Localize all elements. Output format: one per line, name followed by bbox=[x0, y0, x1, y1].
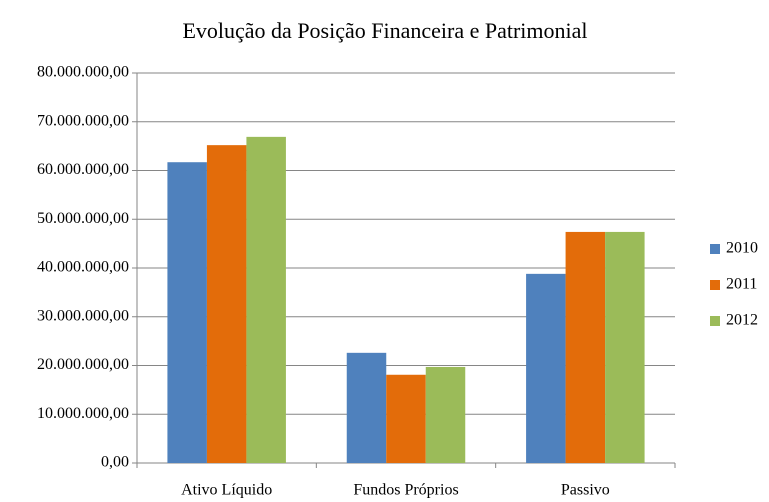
x-tick-label: Passivo bbox=[561, 482, 610, 499]
x-tick-label: Fundos Próprios bbox=[353, 482, 458, 499]
legend-label: 2011 bbox=[726, 276, 757, 293]
y-tick-label: 10.000.000,00 bbox=[37, 405, 129, 422]
y-tick-label: 60.000.000,00 bbox=[37, 161, 129, 178]
y-tick-label: 80.000.000,00 bbox=[37, 64, 129, 81]
y-tick-label: 0,00 bbox=[101, 454, 129, 471]
x-tick-label: Ativo Líquido bbox=[181, 482, 272, 499]
bar bbox=[565, 231, 606, 463]
bar bbox=[206, 145, 247, 463]
y-tick-label: 40.000.000,00 bbox=[37, 259, 129, 276]
y-tick-label: 50.000.000,00 bbox=[37, 210, 129, 227]
legend-swatch bbox=[710, 280, 720, 290]
bar bbox=[246, 136, 286, 464]
y-tick-label: 30.000.000,00 bbox=[37, 307, 129, 324]
y-tick-label: 20.000.000,00 bbox=[37, 356, 129, 373]
chart-title: Evolução da Posição Financeira e Patrimo… bbox=[182, 18, 587, 43]
legend-swatch bbox=[710, 244, 720, 254]
bar bbox=[386, 374, 426, 463]
legend-swatch bbox=[710, 316, 720, 326]
bar bbox=[167, 162, 207, 463]
legend-label: 2010 bbox=[726, 240, 758, 257]
y-tick-label: 70.000.000,00 bbox=[37, 112, 129, 129]
legend-label: 2012 bbox=[726, 312, 758, 329]
bar bbox=[605, 231, 645, 463]
bar bbox=[526, 273, 566, 463]
bar bbox=[346, 352, 387, 463]
bar bbox=[425, 366, 466, 463]
